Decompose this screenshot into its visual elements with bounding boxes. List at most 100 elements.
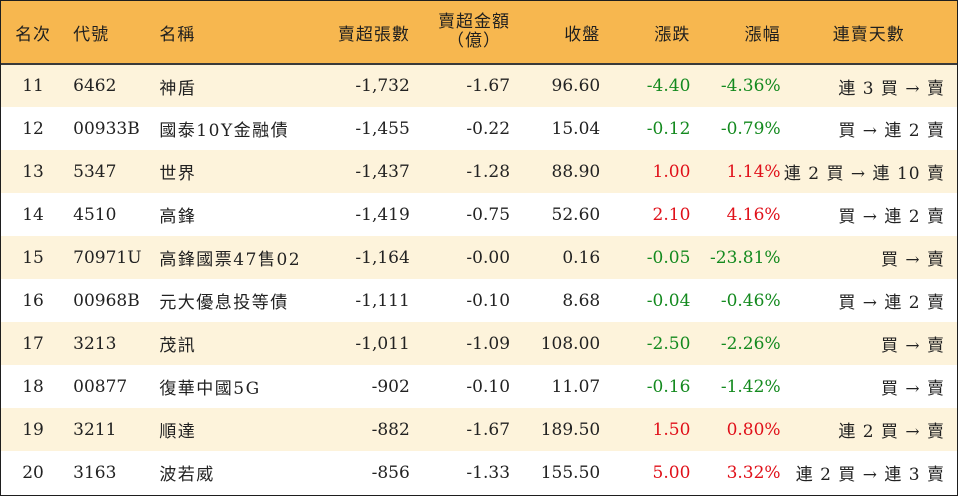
cell-close: 15.04 <box>510 107 601 150</box>
cell-sell-volume-text: -882 <box>371 419 410 440</box>
cell-code: 70971U <box>65 236 157 279</box>
cell-streak: 買 → 賣 <box>781 236 957 279</box>
cell-change-text: -0.04 <box>646 290 691 311</box>
cell-name-text: 國泰10Y金融債 <box>159 121 290 141</box>
table-row[interactable]: 18 00877 復華中國5G -902 -0.10 11.07 -0.16 -1.42% 買 … <box>1 365 957 408</box>
table-row[interactable]: 12 00933B 國泰10Y金融債 -1,455 -0.22 15.04 -0.12 -0.… <box>1 107 957 150</box>
header-streak[interactable]: 連賣天數 <box>780 1 957 65</box>
table-row[interactable]: 13 5347 世界 -1,437 -1.28 88.90 1.00 1.14% 連 2 買 →… <box>1 150 957 193</box>
header-name[interactable]: 名稱 <box>157 1 318 65</box>
cell-change: 1.00 <box>600 150 691 193</box>
cell-streak-text: 買 → 賣 <box>880 379 945 399</box>
cell-change-text: -0.05 <box>646 247 691 268</box>
cell-sell-amount-text: -1.33 <box>466 462 511 483</box>
cell-change-pct-text: 3.32% <box>726 462 781 483</box>
cell-close: 52.60 <box>510 193 601 236</box>
cell-streak: 買 → 賣 <box>781 322 957 365</box>
cell-change-text: 1.00 <box>652 161 691 182</box>
cell-change-pct-text: -0.46% <box>720 290 781 311</box>
cell-close: 96.60 <box>510 64 601 107</box>
cell-name-text: 世界 <box>159 164 197 184</box>
header-sell-amount-line2: （億） <box>447 31 502 51</box>
cell-streak-text: 連 3 買 → 賣 <box>838 78 945 99</box>
cell-close: 11.07 <box>510 365 601 408</box>
cell-streak-text: 連 2 買 → 連 10 賣 <box>783 164 945 184</box>
cell-close: 0.16 <box>510 236 600 279</box>
table-row[interactable]: 19 3211 順達 -882 -1.67 189.50 1.50 0.80% 連 2 買 → … <box>1 408 957 451</box>
cell-code: 6462 <box>65 64 157 107</box>
cell-close: 88.90 <box>510 150 601 193</box>
cell-sell-amount: -0.10 <box>410 365 510 408</box>
cell-streak-text: 買 → 連 2 賣 <box>838 121 945 141</box>
cell-sell-amount-text: -0.00 <box>466 247 511 268</box>
cell-change: -4.40 <box>600 64 691 107</box>
table-row[interactable]: 20 3163 波若威 -856 -1.33 155.50 5.00 3.32% 連 2 買 →… <box>1 451 957 494</box>
cell-rank: 12 <box>1 107 65 150</box>
cell-rank: 11 <box>1 64 65 107</box>
cell-sell-volume: -1,011 <box>318 322 409 365</box>
cell-name-text: 神盾 <box>159 78 197 99</box>
cell-change-pct-text: 0.80% <box>726 419 781 440</box>
cell-close-text: 11.07 <box>551 376 601 397</box>
cell-change: 2.10 <box>600 193 691 236</box>
cell-rank-text: 12 <box>22 118 44 139</box>
cell-rank-text: 19 <box>22 419 44 440</box>
cell-streak: 買 → 連 2 賣 <box>781 193 957 236</box>
cell-change-pct-text: -0.79% <box>720 118 781 139</box>
cell-change-text: -4.40 <box>646 76 691 96</box>
cell-name: 高鋒 <box>157 193 317 236</box>
cell-sell-amount: -0.10 <box>410 279 510 322</box>
cell-change: 1.50 <box>600 408 691 451</box>
table-row[interactable]: 14 4510 高鋒 -1,419 -0.75 52.60 2.10 4.16% 買 → 連 2… <box>1 193 957 236</box>
cell-sell-volume: -1,419 <box>318 193 409 236</box>
cell-code-text: 00877 <box>73 376 128 397</box>
header-change-pct[interactable]: 漲幅 <box>690 1 781 65</box>
header-sell-volume[interactable]: 賣超張數 <box>317 1 410 65</box>
cell-sell-amount-text: -1.67 <box>466 419 511 440</box>
table-row[interactable]: 11 6462 神盾 -1,732 -1.67 96.60 -4.40 -4.36% 連 3 買… <box>1 64 957 107</box>
cell-change-text: -2.50 <box>646 333 691 354</box>
cell-sell-volume-text: -1,111 <box>355 290 410 311</box>
cell-rank: 19 <box>1 408 65 451</box>
table-row[interactable]: 16 00968B 元大優息投等債 -1,111 -0.10 8.68 -0.04 -0.46… <box>1 279 957 322</box>
cell-code-text: 5347 <box>73 161 117 182</box>
cell-close: 108.00 <box>510 322 600 365</box>
cell-sell-amount-text: -0.75 <box>466 204 511 225</box>
cell-close-text: 96.60 <box>551 76 601 96</box>
header-close[interactable]: 收盤 <box>510 1 601 65</box>
header-change[interactable]: 漲跌 <box>600 1 691 65</box>
cell-sell-volume: -1,732 <box>318 64 409 107</box>
cell-name: 國泰10Y金融債 <box>157 107 317 150</box>
header-code[interactable]: 代號 <box>65 1 158 65</box>
cell-sell-amount-text: -1.28 <box>466 161 511 182</box>
table-row[interactable]: 15 70971U 高鋒國票47售02 -1,164 -0.00 0.16 -0.05 -23… <box>1 236 957 279</box>
cell-change-pct: -1.42% <box>690 365 781 408</box>
cell-change-text: -0.12 <box>646 118 691 139</box>
cell-rank-text: 15 <box>22 247 44 268</box>
header-sell-amount[interactable]: 賣超金額 （億） <box>409 1 511 65</box>
cell-change: 5.00 <box>600 451 691 494</box>
cell-sell-volume: -1,437 <box>318 150 409 193</box>
cell-sell-amount-text: -0.10 <box>466 376 511 397</box>
table-row[interactable]: 17 3213 茂訊 -1,011 -1.09 108.00 -2.50 -2.26% 買 → … <box>1 322 957 365</box>
cell-streak-text: 買 → 連 2 賣 <box>838 293 945 313</box>
cell-change-pct: -4.36% <box>690 64 781 107</box>
cell-rank: 14 <box>1 193 65 236</box>
cell-change: -0.12 <box>600 107 691 150</box>
header-rank[interactable]: 名次 <box>1 1 66 65</box>
cell-name: 世界 <box>157 150 317 193</box>
cell-name-text: 復華中國5G <box>159 379 261 399</box>
cell-code-text: 00933B <box>73 118 140 139</box>
cell-sell-amount-text: -0.22 <box>466 118 511 139</box>
cell-sell-volume-text: -856 <box>371 462 410 483</box>
cell-sell-amount-text: -1.67 <box>466 76 511 96</box>
cell-code: 3163 <box>65 451 157 494</box>
cell-streak-text: 買 → 賣 <box>880 250 945 270</box>
cell-streak-text: 買 → 賣 <box>880 336 945 356</box>
cell-streak: 買 → 賣 <box>781 365 957 408</box>
cell-rank: 13 <box>1 150 65 193</box>
cell-rank-text: 20 <box>22 462 44 483</box>
cell-sell-volume: -1,164 <box>318 236 409 279</box>
cell-rank-text: 18 <box>22 376 44 397</box>
